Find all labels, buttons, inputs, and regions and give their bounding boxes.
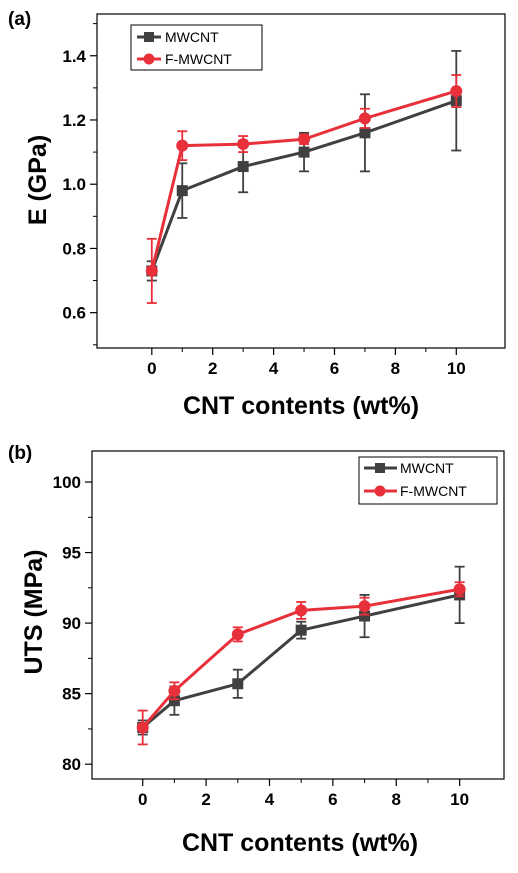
panel-a-legend-marker-fmwcnt [143,53,155,65]
panel-b-x-tick-label: 0 [138,790,147,809]
panel-b-chart: (b) 0 2 4 6 8 10 80 85 90 95 100 MWCNT F-MWCNT CNT… [8,443,505,857]
panel-b-fmwcnt-point [168,684,181,697]
panel-a-legend-label-mwcnt: MWCNT [165,29,219,45]
panel-a-y-tick-label: 1.2 [62,111,86,130]
panel-a-y-tick-label: 1.4 [62,47,86,66]
panel-a-y-tick-label: 0.6 [62,304,86,323]
panel-a-plot-frame [96,13,506,349]
panel-a-mwcnt-point [359,127,371,139]
panel-b-y-tick-label: 95 [62,544,81,563]
panel-a-mwcnt-line [150,99,457,272]
panel-a-fmwcnt-point [298,133,311,146]
panel-a-fmwcnt-point [450,85,463,98]
panel-a-fmwcnt-line [150,89,457,272]
panel-a-chart: (a) 0 2 4 6 8 10 0.6 0.8 1.0 1.2 1.4 MWCNT F-MWCNT… [8,9,506,420]
panel-b-x-axis-title: CNT contents (wt%) [182,829,418,857]
panel-b-label: (b) [8,443,32,464]
panel-b-legend-label-fmwcnt: F-MWCNT [400,483,467,499]
panel-a-series [145,50,463,304]
panel-b-x-tick-label: 4 [265,790,275,809]
panel-b-fmwcnt-point [295,604,308,617]
panel-a-mwcnt-point [176,185,188,197]
panel-a-ticks: 0 2 4 6 8 10 0.6 0.8 1.0 1.2 1.4 [62,23,466,378]
panel-b-y-axis-title: UTS (MPa) [20,550,48,675]
panel-a-mwcnt-point [237,161,249,173]
panel-b-fmwcnt-point [136,721,149,734]
panel-a-mwcnt-point [298,146,310,158]
panel-a-y-tick-label: 1.0 [62,175,86,194]
panel-a-fmwcnt-point [145,264,158,277]
panel-b-fmwcnt-point [453,583,466,596]
panel-b-x-tick-label: 8 [392,790,401,809]
panel-b-y-tick-label: 100 [53,473,81,492]
panel-b-x-tick-label: 6 [328,790,337,809]
panel-b-legend-marker-fmwcnt [374,485,386,497]
panel-b-mwcnt-point [232,678,244,690]
panel-a-legend-marker-mwcnt [144,32,154,42]
panel-a-fmwcnt-point [237,138,250,151]
panel-b-plot-frame [91,450,505,780]
panel-a-fmwcnt-point [358,112,371,125]
panel-a-x-tick-label: 2 [208,359,217,378]
panel-b-y-tick-label: 80 [62,755,81,774]
panel-b-y-tick-label: 85 [62,685,81,704]
panel-b-mwcnt-point [295,624,307,636]
panel-b-y-tick-label: 90 [62,614,81,633]
panel-a-x-axis-title: CNT contents (wt%) [183,392,419,420]
panel-a-x-tick-label: 0 [147,359,156,378]
panel-b-fmwcnt-line [141,587,460,729]
panel-b-mwcnt-point [359,610,371,622]
panel-b-fmwcnt-point [358,600,371,613]
panel-a-x-tick-label: 10 [447,359,466,378]
panel-a-label: (a) [8,9,31,30]
panel-a-x-tick-label: 6 [330,359,339,378]
panel-b-legend-marker-mwcnt [375,463,385,473]
panel-a-y-axis-title: E (GPa) [24,135,52,225]
panel-b-fmwcnt-point [231,628,244,641]
panel-b-x-tick-label: 2 [201,790,210,809]
panel-a-legend: MWCNT F-MWCNT [130,24,263,71]
panel-a-fmwcnt-point [176,139,189,152]
panel-b-mwcnt-point [168,695,180,707]
panel-b-x-tick-label: 10 [450,790,469,809]
panel-a-legend-label-fmwcnt: F-MWCNT [165,51,232,67]
panel-b-legend-label-mwcnt: MWCNT [400,460,454,476]
panel-b-ticks: 0 2 4 6 8 10 80 85 90 95 100 [53,473,469,809]
panel-a-x-tick-label: 8 [391,359,400,378]
panel-a-y-tick-label: 0.8 [62,239,86,258]
panel-b-series [136,565,466,746]
panel-a-x-tick-label: 4 [269,359,279,378]
panel-b-legend: MWCNT F-MWCNT [358,456,498,505]
